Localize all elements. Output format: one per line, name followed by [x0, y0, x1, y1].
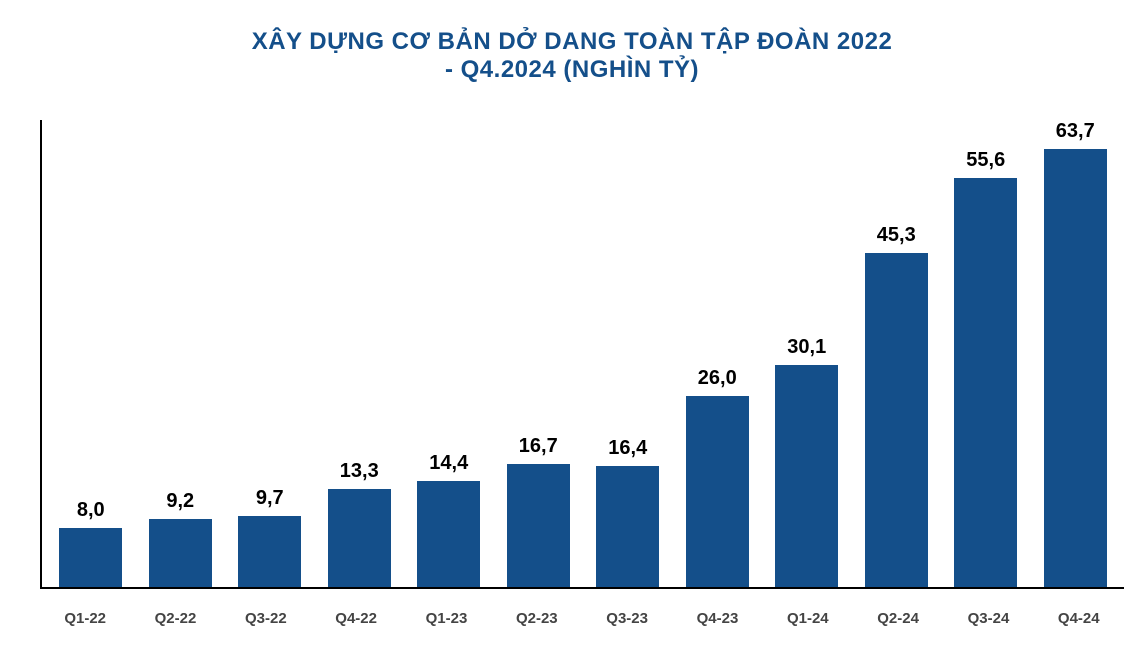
bar-value-label: 16,7: [519, 435, 558, 458]
bar-slot: 63,7: [1031, 120, 1121, 587]
bar-slot: 30,1: [762, 120, 852, 587]
x-axis-label: Q4-24: [1034, 610, 1124, 627]
bar-value-label: 30,1: [787, 336, 826, 359]
plot-area: 8,0 9,2 9,7 13,3 14,4 16,7 16,4 26,0 30,1 45,3 55,…: [40, 120, 1124, 589]
bar: [59, 528, 122, 587]
x-axis-label: Q3-24: [943, 610, 1033, 627]
bar: [1044, 149, 1107, 587]
bar: [507, 464, 570, 587]
bar: [238, 516, 301, 587]
bar: [686, 396, 749, 587]
bar: [596, 466, 659, 587]
bar-slot: 26,0: [673, 120, 763, 587]
x-axis-labels: Q1-22Q2-22Q3-22Q4-22Q1-23Q2-23Q3-23Q4-23…: [40, 610, 1124, 627]
bar-value-label: 55,6: [966, 149, 1005, 172]
bar-slot: 14,4: [404, 120, 494, 587]
bar: [328, 489, 391, 587]
chart-title: XÂY DỰNG CƠ BẢN DỞ DANG TOÀN TẬP ĐOÀN 20…: [0, 28, 1144, 84]
bar-slot: 55,6: [941, 120, 1031, 587]
bar-value-label: 9,2: [166, 490, 194, 513]
bar-slot: 16,7: [494, 120, 584, 587]
bar-value-label: 13,3: [340, 460, 379, 483]
bar-value-label: 8,0: [77, 499, 105, 522]
x-axis-label: Q4-22: [311, 610, 401, 627]
x-axis-label: Q1-24: [763, 610, 853, 627]
bar-value-label: 16,4: [608, 437, 647, 460]
bar-value-label: 26,0: [698, 367, 737, 390]
bar: [149, 519, 212, 587]
bar-value-label: 9,7: [256, 487, 284, 510]
x-axis-label: Q2-23: [492, 610, 582, 627]
x-axis-label: Q3-22: [221, 610, 311, 627]
x-axis-label: Q3-23: [582, 610, 672, 627]
bar: [775, 365, 838, 587]
bar-slot: 13,3: [315, 120, 405, 587]
bar: [954, 178, 1017, 587]
bar: [417, 481, 480, 587]
bar-value-label: 14,4: [429, 452, 468, 475]
bar: [865, 253, 928, 587]
x-axis-label: Q4-23: [672, 610, 762, 627]
x-axis-label: Q2-22: [130, 610, 220, 627]
bar-value-label: 45,3: [877, 224, 916, 247]
x-axis-label: Q1-22: [40, 610, 130, 627]
bar-slot: 16,4: [583, 120, 673, 587]
bar-value-label: 63,7: [1056, 120, 1095, 143]
bar-slot: 9,7: [225, 120, 315, 587]
x-axis-label: Q1-23: [401, 610, 491, 627]
x-axis-label: Q2-24: [853, 610, 943, 627]
bar-slot: 8,0: [46, 120, 136, 587]
bar-slot: 9,2: [136, 120, 226, 587]
chart-container: XÂY DỰNG CƠ BẢN DỞ DANG TOÀN TẬP ĐOÀN 20…: [0, 0, 1144, 649]
bar-slot: 45,3: [852, 120, 942, 587]
